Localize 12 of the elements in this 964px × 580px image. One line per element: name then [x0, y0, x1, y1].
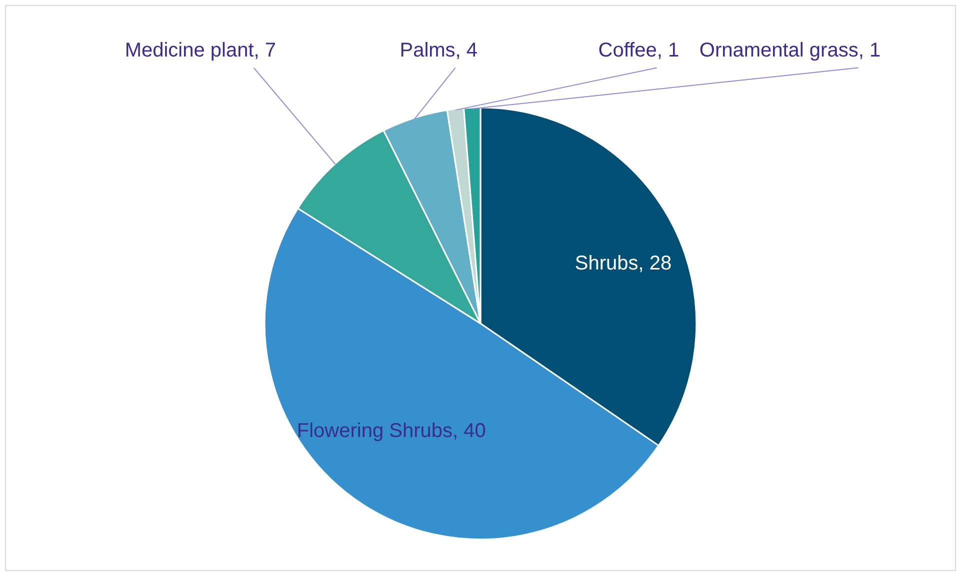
slice-label: Ornamental grass	[699, 39, 858, 62]
data-label: , 7	[254, 39, 276, 62]
data-label: , 1	[858, 39, 881, 62]
slice-label: Shrubs	[574, 252, 638, 274]
data-label: , 40	[452, 420, 486, 442]
slice-label: Medicine plant	[124, 39, 254, 62]
data-label: , 28	[638, 252, 672, 274]
slice-label: Flowering Shrubs	[296, 420, 452, 442]
slice-label: Palms	[400, 39, 456, 62]
slice-label: Coffee	[598, 39, 657, 62]
data-label: , 4	[455, 39, 478, 62]
data-label: , 1	[656, 39, 680, 62]
